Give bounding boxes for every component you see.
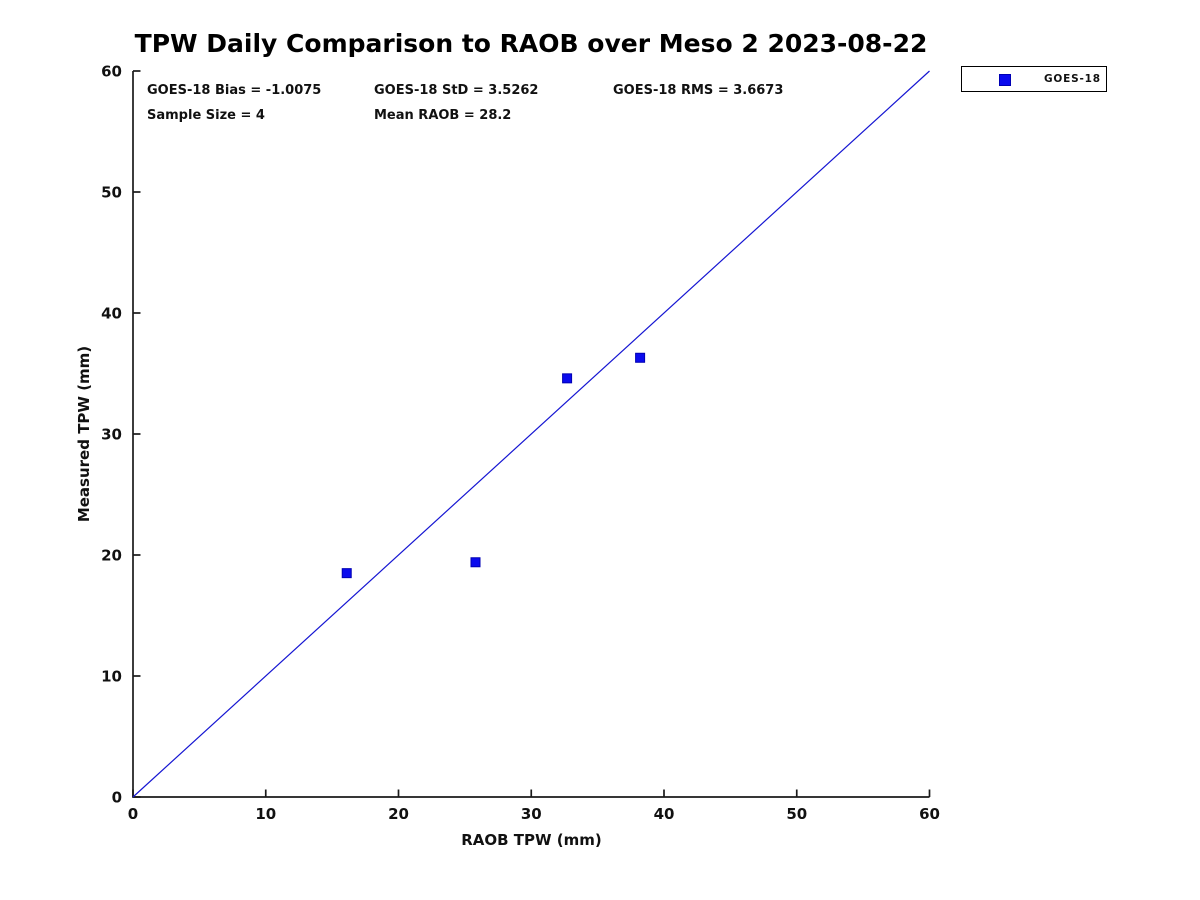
y-tick-label: 40 [101,305,122,323]
x-axis-label: RAOB TPW (mm) [461,831,602,849]
y-tick-label: 60 [101,63,122,81]
stat-sample-size: Sample Size = 4 [147,108,265,123]
x-tick-label: 50 [786,805,807,823]
y-tick-label: 30 [101,426,122,444]
x-tick-label: 40 [654,805,675,823]
x-tick-label: 60 [919,805,940,823]
legend-box: GOES-18 [961,66,1107,92]
x-tick-label: 20 [388,805,409,823]
one-to-one-line [132,70,930,798]
data-point-goes-18 [341,568,352,579]
x-tick-label: 0 [128,805,138,823]
data-point-goes-18 [470,557,481,568]
data-point-goes-18 [635,352,646,363]
x-tick-label: 10 [255,805,276,823]
chart-title: TPW Daily Comparison to RAOB over Meso 2… [134,29,928,58]
stat-std: GOES-18 StD = 3.5262 [374,83,539,98]
y-tick-label: 10 [101,668,122,686]
y-tick-label: 0 [112,789,122,807]
legend-label: GOES-18 [1044,73,1101,85]
data-point-goes-18 [562,373,573,384]
stat-rms: GOES-18 RMS = 3.6673 [613,83,784,98]
x-tick-label: 30 [521,805,542,823]
stat-mean-raob: Mean RAOB = 28.2 [374,108,512,123]
y-tick-label: 50 [101,184,122,202]
y-tick-label: 20 [101,547,122,565]
stat-bias: GOES-18 Bias = -1.0075 [147,83,322,98]
y-axis-label: Measured TPW (mm) [75,345,93,523]
legend-square-marker-icon [999,74,1011,86]
